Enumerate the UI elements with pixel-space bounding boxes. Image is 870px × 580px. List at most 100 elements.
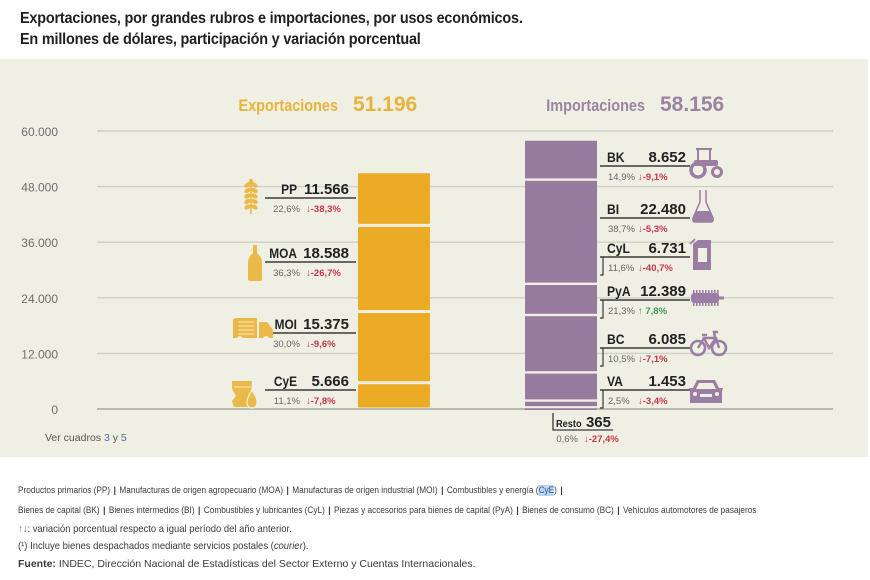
segment-change-cye: ↓-7,8% [306, 396, 336, 407]
segment-code-pp: PP [281, 181, 297, 197]
segment-share-va: 2,5% [608, 396, 630, 407]
segment-change-moa: ↓-26,7% [306, 268, 341, 279]
bar-segment-va [525, 401, 597, 407]
table-link-3[interactable]: 3 [104, 432, 110, 444]
segment-share-pp: 22,6% [273, 204, 300, 215]
bar-segment-pya [525, 316, 597, 372]
note-end: ). [302, 540, 309, 552]
legend-va: Vehículos automotores de pasajeros [622, 505, 757, 516]
segment-value-bk: 8.652 [648, 149, 686, 166]
resto-leader-line [552, 413, 613, 431]
arrows-note: ↑↓: variación porcentual respecto a igua… [18, 521, 791, 538]
segment-value-moa: 18.588 [303, 245, 349, 262]
truck-icon [233, 318, 273, 342]
segment-share-cyl: 11,6% [608, 263, 635, 274]
legend-row-exports: Productos primarios (PP) | Manufacturas de… [18, 485, 563, 496]
bar-segment-bi [525, 180, 597, 283]
courier-note: (¹) Incluye bienes despachados mediante … [18, 538, 791, 555]
flask-icon [692, 190, 714, 223]
bar-segment-cyl [525, 284, 597, 314]
exports-total: 51.196 [353, 93, 417, 116]
label-bracket [600, 390, 604, 409]
chart-title: Exportaciones, por grandes rubros e impo… [20, 8, 523, 50]
see-tables-note: Ver cuadros 3 y 5 [45, 432, 127, 444]
segment-change-pp: ↓-38,3% [306, 204, 341, 215]
spring-part-icon [691, 290, 724, 306]
y-tick-label: 36.000 [21, 236, 58, 250]
segment-change-resto: ↓-27,4% [584, 434, 619, 445]
segment-share-resto: 0,6% [556, 434, 578, 445]
legend-cye-highlight: CyE [538, 485, 555, 496]
bicycle-icon [689, 330, 728, 357]
segment-code-moi: MOI [275, 316, 297, 332]
chart-panel [0, 59, 868, 457]
legend-cyl: Combustibles y lubricantes (CyL) [203, 505, 325, 516]
segment-share-moi: 30,0% [273, 339, 300, 350]
segment-change-moi: ↓-9,6% [306, 339, 336, 350]
jerrycan-icon [689, 238, 711, 270]
bar-segment-bk [525, 140, 597, 179]
legend-bi: Bienes intermedios (BI) [108, 505, 195, 516]
oil-barrel-drop-icon [232, 381, 258, 409]
arrow-down-icon: ↓ [22, 523, 28, 535]
segment-value-pya: 12.389 [640, 283, 686, 300]
y-tick-label: 48.000 [21, 181, 58, 195]
bottle-icon [248, 245, 262, 281]
legend-cye: Combustibles y energía [446, 485, 534, 496]
segment-change-bc: ↓-7,1% [638, 354, 668, 365]
segment-value-resto: 365 [586, 414, 611, 431]
segment-change-cyl: ↓-40,7% [638, 263, 673, 274]
bar-segment-cye [358, 384, 430, 408]
segment-share-bk: 14,9% [608, 172, 635, 183]
label-bracket [600, 300, 604, 319]
segment-change-va: ↓-3,4% [638, 396, 668, 407]
segment-change-bk: ↓-9,1% [638, 172, 668, 183]
segment-share-pya: 21,3% [608, 306, 635, 317]
segment-change-bi: ↓-5,3% [638, 224, 668, 235]
source-text: INDEC, Dirección Nacional de Estadística… [55, 558, 476, 570]
title-line-2: En millones de dólares, participación y … [20, 31, 421, 48]
title-line-1: Exportaciones, por grandes rubros e impo… [20, 10, 523, 27]
segment-code-bc: BC [607, 331, 625, 347]
label-bracket [600, 348, 604, 367]
label-bracket [600, 257, 604, 276]
stacked-bar-chart: 0 12.000 24.000 36.000 48.000 60.000 Ver cuadr… [21, 93, 833, 445]
segment-share-bi: 38,7% [608, 224, 635, 235]
segment-value-bi: 22.480 [640, 201, 686, 218]
segment-share-bc: 10,5% [608, 354, 635, 365]
y-tick-label: 12.000 [21, 347, 58, 361]
legend-bc: Bienes de consumo (BC) [522, 505, 614, 516]
legend-pp: Productos primarios (PP) [18, 485, 111, 496]
bar-segment-moa [358, 226, 430, 311]
arrows-note-text: : variación porcentual respecto a igual … [27, 523, 292, 535]
segment-code-cyl: CyL [607, 240, 630, 256]
segment-code-va: VA [607, 373, 623, 389]
segment-code-cye: CyE [274, 373, 297, 389]
source-line: Fuente: INDEC, Dirección Nacional de Est… [18, 555, 870, 573]
segment-value-bc: 6.085 [648, 331, 686, 348]
wheat-icon [244, 178, 258, 214]
note-text: Incluye bienes despachados mediante serv… [27, 540, 274, 552]
source-label: Fuente: [18, 558, 56, 570]
segment-code-bk: BK [607, 149, 625, 165]
bar-segment-resto [525, 408, 597, 411]
imports-header-label: Importaciones [546, 97, 645, 115]
bar-segment-pp [358, 173, 430, 224]
arrow-up-icon: ↑ [18, 523, 23, 535]
legend-moi: Manufacturas de origen industrial (MOI) [292, 485, 438, 496]
segment-value-cyl: 6.731 [648, 240, 686, 257]
footer: Productos primarios (PP) | Manufacturas de… [18, 481, 870, 573]
segment-value-pp: 11.566 [304, 181, 349, 198]
segment-change-pya: ↑ 7,8% [638, 306, 668, 317]
imports-total: 58.156 [660, 93, 724, 116]
bar-segment-bc [525, 373, 597, 400]
table-link-5[interactable]: 5 [121, 432, 127, 444]
y-tick-label: 0 [51, 403, 58, 417]
y-tick-label: 24.000 [21, 292, 58, 306]
segment-value-moi: 15.375 [303, 316, 349, 333]
segment-code-bi: BI [607, 201, 619, 217]
segment-value-cye: 5.666 [311, 373, 349, 390]
segment-code-resto: Resto [556, 419, 582, 431]
legend-row-imports: Bienes de capital (BK) | Bienes intermedio… [18, 505, 757, 516]
segment-code-pya: PyA [607, 283, 631, 299]
